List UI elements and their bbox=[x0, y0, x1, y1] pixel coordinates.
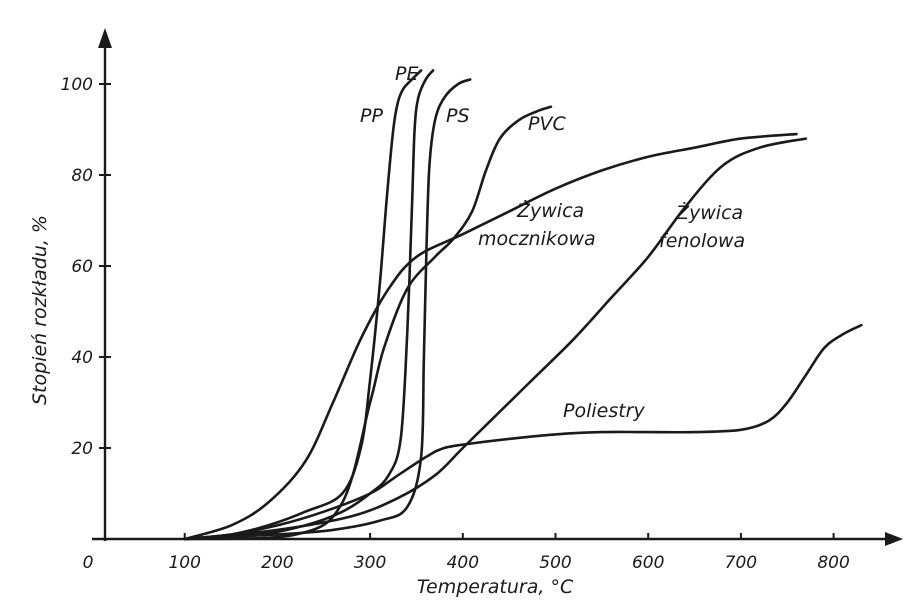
x-tick-label: 100 bbox=[168, 553, 200, 573]
label-fenolowa-2: fenolowa bbox=[659, 230, 745, 252]
y-tick-label: 100 bbox=[61, 75, 93, 95]
x-tick-label: 400 bbox=[447, 553, 479, 573]
y-axis-arrow bbox=[98, 28, 112, 48]
y-tick-label: 40 bbox=[71, 348, 93, 368]
x-tick-label: 0 bbox=[83, 553, 94, 573]
x-axis-label: Temperatura, °C bbox=[417, 576, 574, 598]
y-tick-label: 60 bbox=[71, 257, 93, 277]
y-axis-label: Stopień rozkładu, % bbox=[29, 215, 51, 405]
ticks: 0 100 200 300 400 500 600 700 800 20 40 60 80 100 bbox=[61, 75, 850, 573]
label-pp: PP bbox=[360, 105, 383, 127]
series-labels: PP PE PS PVC Żywica mocznikowa Żywica fe… bbox=[360, 63, 745, 422]
label-fenolowa-1: Żywica bbox=[675, 201, 743, 224]
series-line-zywica-fenolowa bbox=[183, 137, 808, 541]
label-mocznikowa-1: Żywica bbox=[516, 199, 584, 222]
label-mocznikowa-2: mocznikowa bbox=[478, 228, 596, 250]
label-pvc: PVC bbox=[528, 113, 566, 135]
curves bbox=[183, 69, 863, 541]
series-line-pp bbox=[183, 69, 423, 541]
series-line-ps bbox=[183, 78, 472, 541]
series-line-poliestry bbox=[183, 323, 863, 541]
y-tick-label: 80 bbox=[71, 166, 93, 186]
x-tick-label: 700 bbox=[725, 553, 757, 573]
series-line-pe bbox=[183, 69, 435, 541]
label-poliestry: Poliestry bbox=[563, 400, 645, 422]
series-line-zywica-mocznikowa bbox=[183, 132, 798, 541]
x-tick-label: 600 bbox=[632, 553, 664, 573]
y-tick-label: 20 bbox=[71, 439, 93, 459]
x-axis-arrow bbox=[885, 532, 903, 546]
axes bbox=[92, 28, 903, 546]
label-ps: PS bbox=[446, 105, 470, 127]
series-line-pvc bbox=[183, 105, 553, 541]
x-tick-label: 500 bbox=[539, 553, 571, 573]
x-tick-label: 300 bbox=[354, 553, 386, 573]
x-tick-label: 800 bbox=[817, 553, 849, 573]
label-pe: PE bbox=[395, 63, 418, 85]
x-tick-label: 200 bbox=[261, 553, 293, 573]
